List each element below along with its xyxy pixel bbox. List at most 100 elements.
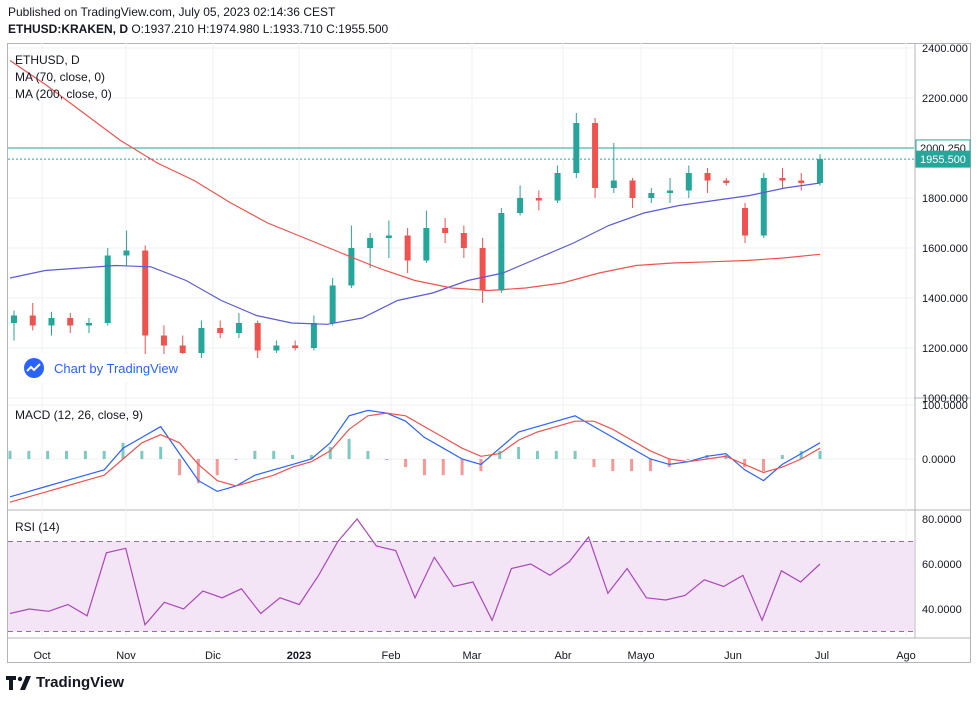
macd-hist-bar xyxy=(404,459,408,468)
footer-logo[interactable]: TradingView xyxy=(6,674,124,691)
candle-body xyxy=(348,248,355,286)
macd-hist-bar xyxy=(178,459,182,476)
candle-body xyxy=(329,285,336,323)
x-tick-label: 2023 xyxy=(287,650,311,662)
candle-body xyxy=(385,235,392,238)
macd-hist-bar xyxy=(291,454,295,459)
macd-signal-line xyxy=(9,412,821,503)
candle-body xyxy=(442,228,449,233)
watermark[interactable]: Chart by TradingView xyxy=(20,354,185,382)
candle-body xyxy=(404,235,411,261)
x-tick-label: Abr xyxy=(554,650,571,662)
macd-hist-bar xyxy=(724,454,728,459)
candle-body xyxy=(817,159,823,183)
macd-hist-bar xyxy=(27,450,31,459)
price-label-box xyxy=(915,150,971,168)
candle-body xyxy=(367,238,374,248)
macd-hist-bar xyxy=(761,459,765,472)
candle-body xyxy=(198,328,205,353)
macd-hist-bar xyxy=(498,450,502,459)
candle-body xyxy=(592,123,599,188)
legend-main: ETHUSD, D xyxy=(15,53,80,67)
macd-hist-bar xyxy=(102,450,106,459)
macd-hist-bar xyxy=(686,459,690,460)
candle-body xyxy=(104,255,111,323)
legend-ma200: MA (200, close, 0) xyxy=(15,87,112,101)
macd-hist-bar xyxy=(347,438,351,459)
macd-hist-bar xyxy=(422,459,426,476)
x-tick-label: Feb xyxy=(382,650,401,662)
ma200-line xyxy=(9,60,821,292)
candle-body xyxy=(554,173,561,201)
macd-hist-bar xyxy=(272,450,276,459)
candle-body xyxy=(779,178,786,181)
candle-body xyxy=(179,345,186,353)
rsi-line xyxy=(9,518,821,627)
macd-hist-bar xyxy=(479,459,483,472)
x-tick-label: Oct xyxy=(33,650,50,662)
macd-hist-bar xyxy=(366,450,370,459)
macd-hist-bar xyxy=(140,450,144,459)
x-tick-label: Ago xyxy=(896,650,916,662)
candle-body xyxy=(160,335,167,346)
candle-body xyxy=(11,315,17,323)
macd-hist-bar xyxy=(818,450,822,459)
ohlc-header: ETHUSD:KRAKEN, D O:1937.210 H:1974.980 L… xyxy=(8,22,388,36)
candle-body xyxy=(142,250,149,336)
candle-body xyxy=(273,345,280,351)
candle-body xyxy=(629,180,636,198)
candle-body xyxy=(235,323,242,333)
candle-body xyxy=(48,318,55,326)
candle-body xyxy=(742,208,749,236)
candle-body xyxy=(685,173,692,191)
macd-hist-bar xyxy=(83,450,87,459)
macd-hist-bar xyxy=(8,450,12,459)
price-tick-label: 2200.000 xyxy=(922,93,968,105)
macd-hist-bar xyxy=(159,446,163,459)
macd-hist-bar xyxy=(535,450,539,459)
candle-body xyxy=(29,315,36,326)
candle-body xyxy=(573,123,580,173)
macd-tick-label: 0.0000 xyxy=(922,454,956,466)
candle-body xyxy=(667,190,674,193)
price-tick-label: 1400.000 xyxy=(922,293,968,305)
legend-rsi: RSI (14) xyxy=(15,520,60,534)
candle-body xyxy=(217,328,224,333)
macd-hist-bar xyxy=(215,459,219,476)
candle-body xyxy=(254,323,261,351)
published-note: Published on TradingView.com, July 05, 2… xyxy=(8,5,336,19)
macd-line xyxy=(9,409,821,498)
macd-hist-bar xyxy=(648,459,652,472)
candle-body xyxy=(85,323,92,326)
macd-hist-bar xyxy=(121,442,125,459)
x-tick-label: Mayo xyxy=(628,650,655,662)
price-tick-label: 1200.000 xyxy=(922,343,968,355)
macd-hist-bar xyxy=(46,450,50,459)
macd-hist-bar xyxy=(385,459,389,460)
tradingview-logo-icon xyxy=(6,675,31,690)
macd-hist-bar xyxy=(743,459,747,468)
watermark-text: Chart by TradingView xyxy=(54,360,179,376)
x-tick-label: Jul xyxy=(815,650,829,662)
candle-body xyxy=(610,180,617,188)
candle-body xyxy=(310,323,317,348)
x-tick-label: Nov xyxy=(116,650,136,662)
candle-body xyxy=(704,173,711,181)
price-tick-label: 1000.000 xyxy=(922,393,968,405)
macd-hist-bar xyxy=(234,459,238,460)
macd-hist-bar xyxy=(441,459,445,476)
candle-body xyxy=(535,198,542,201)
candle-body xyxy=(479,248,486,291)
macd-hist-bar xyxy=(705,454,709,459)
candle-body xyxy=(648,193,655,198)
x-tick-label: Mar xyxy=(463,650,482,662)
macd-hist-bar xyxy=(309,454,313,459)
macd-hist-bar xyxy=(592,459,596,468)
macd-hist-bar xyxy=(65,450,69,459)
legend-macd: MACD (12, 26, close, 9) xyxy=(15,408,144,422)
ohlc-values: O:1937.210 H:1974.980 L:1933.710 C:1955.… xyxy=(131,22,389,36)
legend-ma70: MA (70, close, 0) xyxy=(15,70,106,84)
candle-body xyxy=(67,318,74,326)
footer-brand: TradingView xyxy=(36,674,125,691)
